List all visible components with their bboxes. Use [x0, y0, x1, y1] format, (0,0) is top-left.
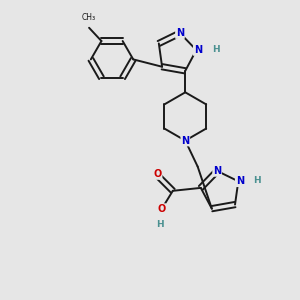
- Text: N: N: [236, 176, 244, 186]
- Text: CH₃: CH₃: [82, 14, 96, 22]
- Text: H: H: [156, 220, 164, 229]
- Text: O: O: [158, 204, 166, 214]
- Text: N: N: [181, 136, 189, 146]
- Text: N: N: [176, 28, 184, 38]
- Text: H: H: [254, 176, 261, 185]
- Text: O: O: [153, 169, 162, 179]
- Text: N: N: [213, 166, 221, 176]
- Text: N: N: [194, 45, 202, 55]
- Text: H: H: [212, 45, 219, 54]
